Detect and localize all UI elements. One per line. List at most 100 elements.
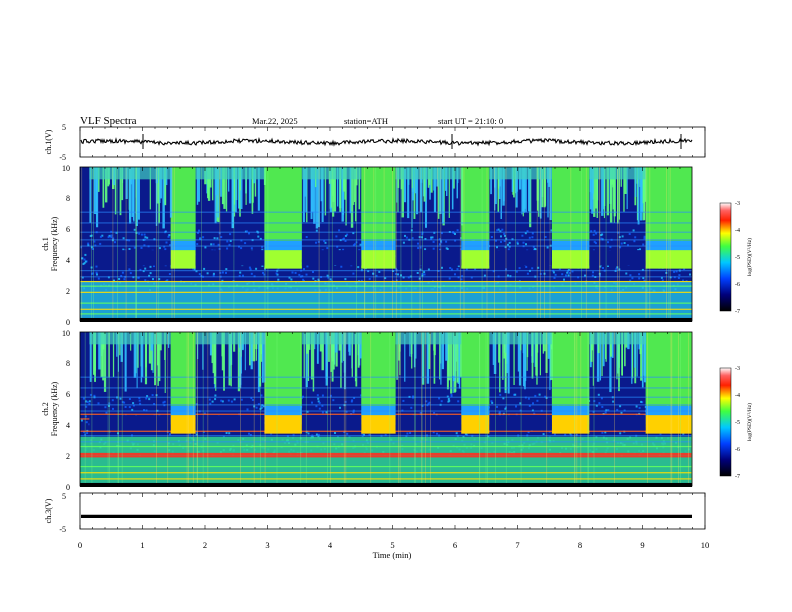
spec-noise: [504, 407, 507, 410]
x-tick-label: 3: [265, 540, 269, 550]
spec-line: [80, 452, 692, 456]
spec-quiet-streak: [211, 332, 214, 364]
spec-noise: [361, 435, 364, 438]
spec-noise: [500, 240, 502, 243]
spec-noise: [460, 278, 463, 281]
spec-noise: [315, 241, 317, 244]
spec-noise: [565, 274, 567, 277]
spec-quiet-streak: [618, 167, 620, 220]
spec-noise: [618, 236, 621, 239]
spec-noise: [526, 272, 529, 275]
spec-quiet-streak: [591, 167, 594, 214]
spec-quiet-streak: [221, 167, 225, 205]
spec-noise: [534, 394, 537, 397]
spec-quiet-streak: [103, 332, 107, 392]
x-tick-label: 2: [203, 540, 207, 550]
spec-noise: [531, 236, 534, 239]
spec-noise: [487, 435, 490, 438]
spec-quiet-streak: [343, 332, 346, 373]
spec-quiet-streak: [544, 167, 546, 203]
spec-quiet-streak: [315, 167, 319, 229]
spec-noise: [169, 433, 171, 436]
spec-noise: [402, 241, 405, 244]
spec-noise: [255, 267, 258, 270]
spec-quiet-streak: [526, 332, 529, 358]
spec-quiet-streak: [359, 332, 362, 359]
spec-quiet-streak: [504, 332, 507, 391]
spec-noise: [149, 265, 152, 268]
spec-noise: [600, 397, 603, 400]
spec-active-band: [361, 250, 396, 269]
spec-noise: [95, 271, 98, 274]
spec-noise: [531, 232, 534, 235]
spec-noise: [148, 274, 151, 277]
spec-noise: [421, 405, 424, 407]
spec-noise: [298, 273, 301, 276]
spec-low-band: [80, 280, 692, 318]
spec-quiet-streak: [411, 167, 413, 228]
spec-quiet-streak: [94, 332, 96, 371]
spec-quiet-streak: [230, 332, 232, 387]
spec-quiet-streak: [158, 332, 161, 382]
spec-quiet-streak: [248, 167, 252, 204]
spec-quiet-streak: [624, 167, 627, 194]
spec-noise: [571, 270, 574, 273]
spec-sferic: [356, 167, 357, 321]
spec-noise: [627, 244, 629, 247]
spec-noise: [455, 432, 458, 435]
spec-quiet-streak: [452, 332, 455, 376]
spec-noise: [155, 394, 158, 397]
spec-noise: [629, 279, 632, 282]
spec-noise: [94, 244, 97, 247]
spec-sferic: [201, 167, 202, 321]
spec-quiet-streak: [605, 332, 607, 362]
spec-sferic: [345, 332, 347, 486]
spec-sferic: [264, 167, 266, 321]
spec-sferic: [91, 167, 92, 321]
spec-quiet-streak: [150, 332, 154, 371]
spec-noise: [492, 270, 495, 273]
spec-noise: [121, 401, 124, 404]
spec-quiet-streak: [411, 332, 413, 369]
spec-noise: [260, 405, 263, 408]
spec-sferic: [136, 167, 137, 321]
spec-quiet-top: [489, 167, 552, 180]
spec-noise: [312, 271, 314, 273]
spec-sferic: [207, 332, 209, 486]
spec-noise: [601, 405, 604, 408]
spec-noise: [490, 400, 493, 403]
spec-noise: [307, 432, 310, 435]
spec-noise: [441, 266, 443, 269]
spec-noise: [496, 246, 498, 249]
spec-noise: [491, 401, 494, 404]
ch1-ylabel-line1: ch.1: [41, 237, 50, 251]
spec-noise: [619, 432, 622, 435]
spec-sferic: [240, 332, 241, 486]
ch2-ylabel-line2: Frequency (kHz): [50, 381, 59, 436]
ch1-ytick-6: 6: [66, 225, 70, 234]
spec-noise: [421, 274, 424, 277]
spec-noise: [315, 433, 318, 436]
spec-quiet-streak: [305, 332, 308, 388]
spec-noise: [507, 274, 509, 277]
spec-quiet-streak: [440, 332, 442, 385]
spec-noise: [619, 246, 622, 249]
spec-quiet-streak: [398, 332, 400, 361]
spec-sferic: [668, 167, 670, 321]
spec-noise: [673, 270, 676, 273]
spec-noise: [433, 412, 436, 414]
spec-noise: [119, 397, 122, 400]
spec-active-block: [551, 332, 590, 406]
ch2-spectrogram: [80, 332, 692, 486]
ch2-colorbar-label: log(PSD)(V²/Hz): [746, 403, 753, 441]
spec-noise: [306, 410, 309, 413]
spec-noise: [202, 236, 205, 239]
spec-noise: [621, 235, 624, 238]
spec-noise: [665, 271, 668, 274]
spec-noise: [158, 247, 161, 250]
spec-quiet-streak: [611, 332, 614, 358]
spec-sferic: [343, 332, 345, 486]
spec-quiet-streak: [332, 167, 335, 202]
spec-noise: [140, 246, 143, 249]
spec-noise: [120, 275, 123, 277]
